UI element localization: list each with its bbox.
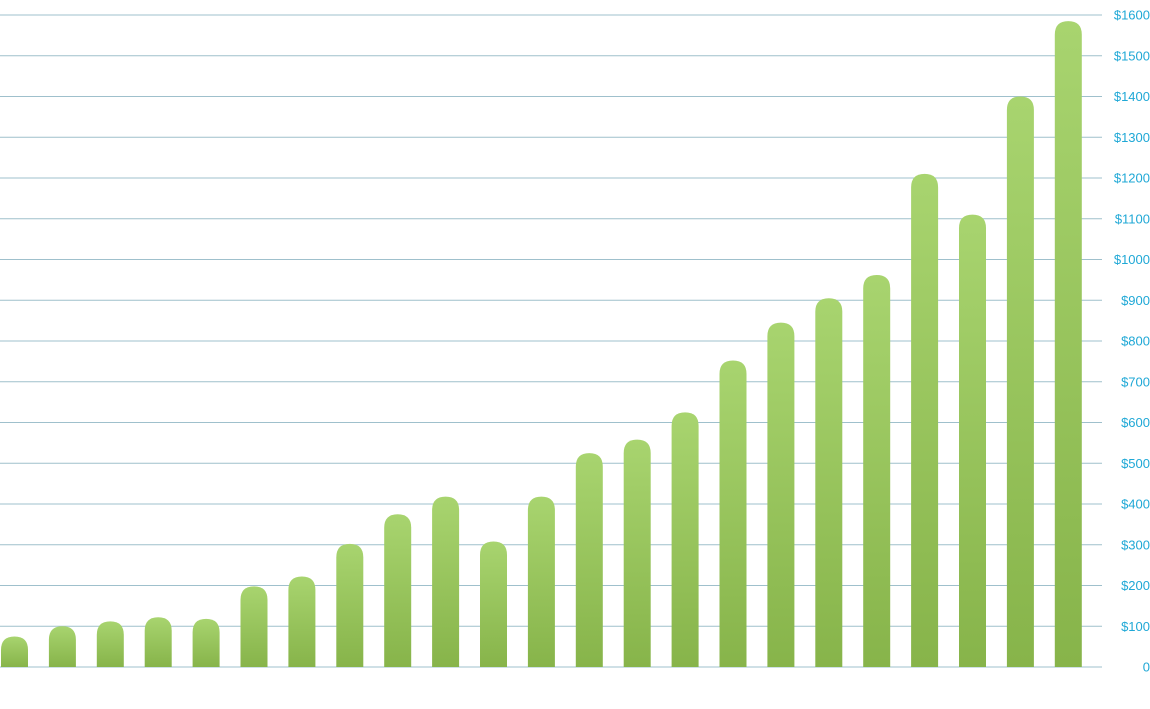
bar-14	[623, 439, 651, 667]
bar-22	[1006, 96, 1034, 667]
bar-2	[48, 626, 76, 667]
y-tick-label: $1500	[1114, 48, 1150, 63]
y-tick-label: $1600	[1114, 8, 1150, 23]
bar-1	[1, 636, 28, 667]
bar-5	[192, 618, 220, 667]
bar-6	[240, 586, 268, 667]
y-tick-label: $400	[1121, 497, 1150, 512]
bar-7	[288, 576, 316, 667]
bar-16	[719, 360, 747, 667]
y-tick-label: $1400	[1114, 89, 1150, 104]
bar-20	[911, 173, 939, 668]
y-tick-label: $500	[1121, 456, 1150, 471]
y-tick-label: $1000	[1114, 252, 1150, 267]
bar-19	[863, 274, 891, 667]
y-axis-tick-labels: 0 $100 $200 $300 $400 $500 $600 $700 $800 $900 $10…	[1114, 8, 1150, 675]
y-tick-label: $1300	[1114, 130, 1150, 145]
y-tick-label: $100	[1121, 619, 1150, 634]
bar-11	[480, 541, 507, 667]
bar-10	[432, 496, 460, 667]
bar-15	[671, 412, 699, 667]
bar-12	[527, 496, 555, 667]
y-tick-label: $600	[1121, 415, 1150, 430]
bar-13	[575, 453, 603, 667]
bar-18	[815, 298, 843, 667]
y-tick-label: $1200	[1114, 171, 1150, 186]
y-tick-label: $300	[1121, 537, 1150, 552]
bar-23	[1054, 21, 1082, 668]
y-tick-label: $800	[1121, 334, 1150, 349]
bar-9	[384, 514, 412, 667]
bar-21	[959, 214, 986, 668]
bar-17	[767, 322, 795, 667]
bar-3	[96, 621, 124, 667]
y-tick-label: 0	[1143, 660, 1150, 675]
bars	[1, 21, 1082, 668]
y-tick-label: $200	[1121, 578, 1150, 593]
bar-8	[336, 543, 364, 667]
bar-4	[144, 617, 172, 667]
y-tick-label: $1100	[1115, 211, 1150, 226]
y-tick-label: $700	[1121, 374, 1150, 389]
y-tick-label: $900	[1121, 293, 1150, 308]
